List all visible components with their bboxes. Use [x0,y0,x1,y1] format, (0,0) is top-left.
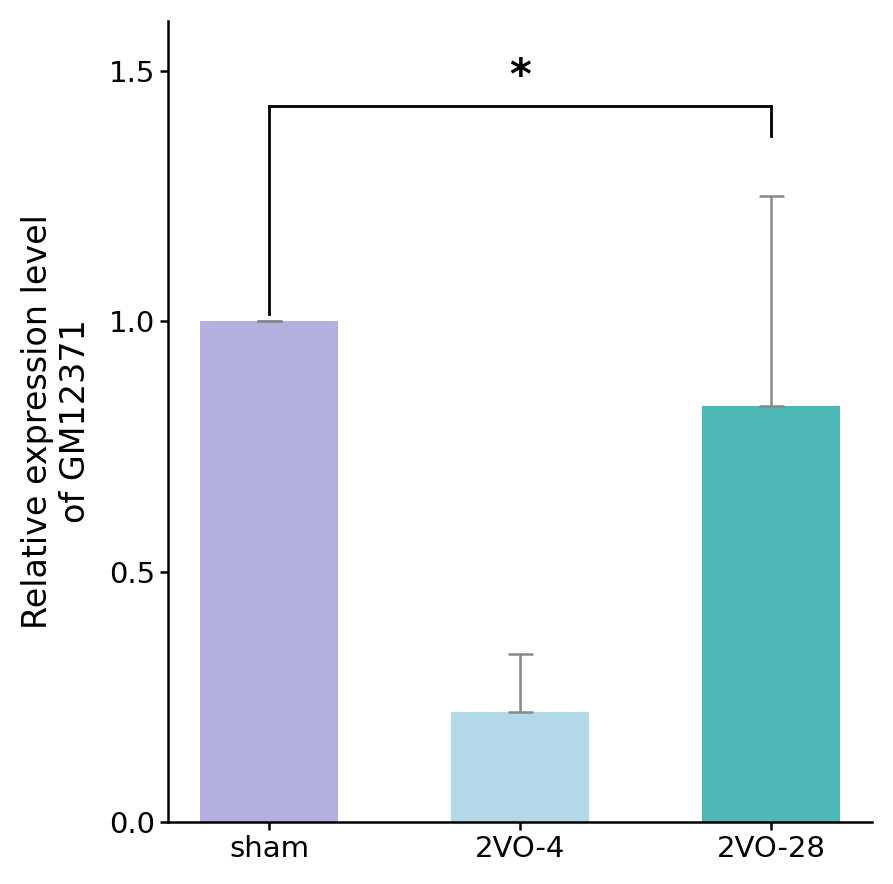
Y-axis label: Relative expression level
of GM12371: Relative expression level of GM12371 [21,214,92,629]
Bar [200,321,338,822]
Text: *: * [509,57,531,98]
Bar [702,407,840,822]
Bar [451,712,589,822]
